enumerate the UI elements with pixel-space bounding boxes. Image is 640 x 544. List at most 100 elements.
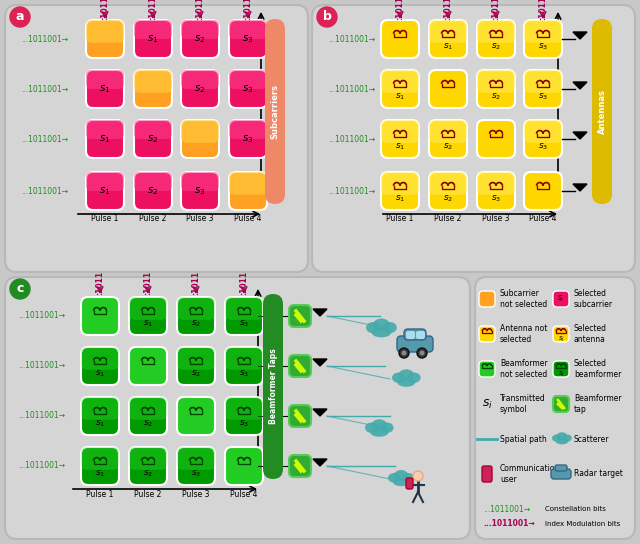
Text: $s_3$: $s_3$ <box>538 142 548 152</box>
FancyBboxPatch shape <box>397 336 433 352</box>
FancyBboxPatch shape <box>134 120 172 158</box>
Ellipse shape <box>371 419 387 431</box>
Text: :1011: :1011 <box>195 0 205 20</box>
Ellipse shape <box>372 327 391 337</box>
Ellipse shape <box>552 435 561 442</box>
FancyBboxPatch shape <box>86 172 124 210</box>
FancyBboxPatch shape <box>477 70 515 93</box>
Text: Selected
antenna: Selected antenna <box>574 324 607 344</box>
Text: ...1011001→: ...1011001→ <box>18 362 65 370</box>
FancyBboxPatch shape <box>381 120 419 158</box>
FancyBboxPatch shape <box>524 20 562 58</box>
Text: Pulse 3: Pulse 3 <box>483 214 509 223</box>
FancyBboxPatch shape <box>129 397 167 420</box>
Text: Pulse 1: Pulse 1 <box>92 214 118 223</box>
FancyBboxPatch shape <box>477 20 515 43</box>
Text: Scatterer: Scatterer <box>574 435 609 443</box>
FancyBboxPatch shape <box>289 405 311 427</box>
FancyBboxPatch shape <box>177 447 215 485</box>
Text: Subcarrier
not selected: Subcarrier not selected <box>500 289 547 308</box>
Text: ...1011001→: ...1011001→ <box>21 134 68 144</box>
FancyBboxPatch shape <box>229 20 267 39</box>
Ellipse shape <box>557 432 567 440</box>
FancyBboxPatch shape <box>177 297 215 320</box>
Text: ...1011001→: ...1011001→ <box>21 84 68 94</box>
Text: $s_2$: $s_2$ <box>443 194 453 204</box>
FancyBboxPatch shape <box>81 447 119 485</box>
FancyBboxPatch shape <box>177 297 215 335</box>
Polygon shape <box>573 184 587 191</box>
Circle shape <box>10 279 30 299</box>
Ellipse shape <box>366 322 380 333</box>
FancyBboxPatch shape <box>429 120 467 158</box>
Text: Beamformer
not selected: Beamformer not selected <box>500 359 548 379</box>
Circle shape <box>10 7 30 27</box>
Text: :1011: :1011 <box>538 0 547 20</box>
Text: ...1011001→: ...1011001→ <box>328 84 375 94</box>
Ellipse shape <box>394 470 408 481</box>
FancyBboxPatch shape <box>5 277 470 539</box>
Text: :1011: :1011 <box>396 0 404 20</box>
FancyBboxPatch shape <box>181 70 219 108</box>
Circle shape <box>419 350 424 355</box>
FancyBboxPatch shape <box>429 20 467 58</box>
Polygon shape <box>573 82 587 89</box>
Ellipse shape <box>556 438 568 444</box>
FancyBboxPatch shape <box>524 172 562 210</box>
FancyBboxPatch shape <box>289 355 311 377</box>
Text: :1011: :1011 <box>148 0 157 20</box>
FancyBboxPatch shape <box>81 397 119 420</box>
Text: :1011: :1011 <box>243 0 253 20</box>
Text: Pulse 3: Pulse 3 <box>186 214 214 223</box>
Text: Pulse 2: Pulse 2 <box>140 214 166 223</box>
FancyBboxPatch shape <box>416 331 425 339</box>
Text: c: c <box>16 282 24 295</box>
FancyBboxPatch shape <box>177 447 215 470</box>
FancyBboxPatch shape <box>181 172 219 210</box>
FancyBboxPatch shape <box>381 172 419 195</box>
FancyBboxPatch shape <box>86 120 124 139</box>
Circle shape <box>413 471 423 481</box>
FancyBboxPatch shape <box>86 20 124 58</box>
FancyBboxPatch shape <box>381 172 419 210</box>
Text: $s_2$: $s_2$ <box>147 133 159 145</box>
Text: $s_3$: $s_3$ <box>239 369 249 379</box>
FancyBboxPatch shape <box>524 70 562 108</box>
Text: Antenna not
selected: Antenna not selected <box>500 324 547 344</box>
FancyBboxPatch shape <box>475 277 635 539</box>
Text: ...1011001→: ...1011001→ <box>483 520 535 529</box>
Text: $s_3$: $s_3$ <box>243 33 253 45</box>
FancyBboxPatch shape <box>553 361 569 377</box>
FancyBboxPatch shape <box>181 120 219 143</box>
FancyBboxPatch shape <box>177 347 215 385</box>
FancyBboxPatch shape <box>81 347 119 385</box>
Text: $s_1$: $s_1$ <box>147 33 159 45</box>
FancyBboxPatch shape <box>134 20 172 58</box>
FancyBboxPatch shape <box>263 294 283 479</box>
FancyBboxPatch shape <box>86 20 124 43</box>
Text: ...1011001→: ...1011001→ <box>18 461 65 471</box>
Ellipse shape <box>370 428 388 437</box>
Ellipse shape <box>383 322 397 333</box>
FancyBboxPatch shape <box>81 397 119 435</box>
FancyBboxPatch shape <box>381 70 419 108</box>
Polygon shape <box>313 309 327 316</box>
Circle shape <box>399 348 409 358</box>
Text: $s_3$: $s_3$ <box>491 194 501 204</box>
Text: Pulse 2: Pulse 2 <box>134 490 162 499</box>
Ellipse shape <box>393 478 410 486</box>
FancyBboxPatch shape <box>225 347 263 370</box>
Text: $s_2$: $s_2$ <box>191 369 201 379</box>
FancyBboxPatch shape <box>177 347 215 370</box>
FancyBboxPatch shape <box>553 396 569 412</box>
Text: Transmitted
symbol: Transmitted symbol <box>500 394 546 413</box>
FancyBboxPatch shape <box>134 20 172 39</box>
Ellipse shape <box>563 435 572 442</box>
Text: :1011: :1011 <box>492 0 500 20</box>
FancyBboxPatch shape <box>479 361 495 377</box>
FancyBboxPatch shape <box>225 397 263 435</box>
FancyBboxPatch shape <box>289 455 311 477</box>
Text: Pulse 3: Pulse 3 <box>182 490 210 499</box>
Text: $s_1$: $s_1$ <box>143 319 153 329</box>
FancyBboxPatch shape <box>229 70 267 108</box>
